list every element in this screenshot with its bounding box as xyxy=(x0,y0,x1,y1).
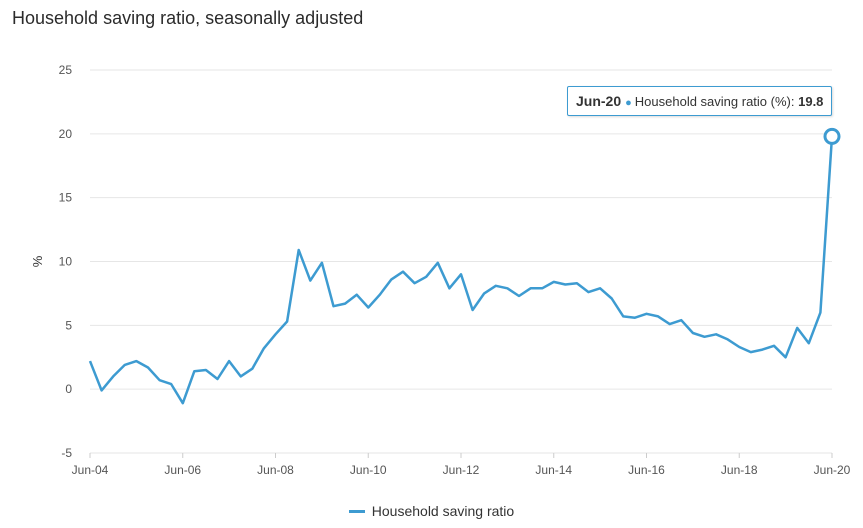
highlighted-point-marker xyxy=(823,127,841,145)
series-group xyxy=(88,127,841,405)
y-tick-label: 10 xyxy=(59,255,73,269)
x-tick-label: Jun-08 xyxy=(257,463,294,477)
y-tick-label: 5 xyxy=(65,318,72,332)
series-line xyxy=(88,136,834,405)
y-tick-label: -5 xyxy=(61,446,72,460)
legend-label: Household saving ratio xyxy=(371,503,515,519)
tooltip-value: 19.8 xyxy=(798,94,824,109)
legend-line-swatch xyxy=(348,509,365,513)
gridlines xyxy=(90,69,832,454)
x-tick-label: Jun-06 xyxy=(164,463,201,477)
x-tick-label: Jun-04 xyxy=(72,463,109,477)
y-tick-label: 25 xyxy=(59,63,73,77)
x-tick-label: Jun-14 xyxy=(535,463,572,477)
y-tick-label: 0 xyxy=(65,382,72,396)
chart-legend[interactable]: Household saving ratio xyxy=(0,503,863,519)
x-tick-label: Jun-12 xyxy=(443,463,480,477)
x-axis-ticks: Jun-04 Jun-06 Jun-08 Jun-10 Jun-12 Jun-14 Jun-… xyxy=(72,453,851,477)
tooltip-date: Jun-20 xyxy=(576,93,622,109)
chart-title: Household saving ratio, seasonally adjus… xyxy=(12,8,364,28)
y-axis-ticks: -5 0 5 10 15 20 25 xyxy=(59,63,73,460)
tooltip-series-dot: ● xyxy=(625,97,632,109)
y-tick-label: 20 xyxy=(59,127,73,141)
y-tick-label: 15 xyxy=(59,191,73,205)
data-tooltip: Jun-20 ● Household saving ratio (%): 19.8 xyxy=(567,86,833,116)
y-axis-title: % xyxy=(30,255,45,267)
x-tick-label: Jun-16 xyxy=(628,463,665,477)
x-tick-label: Jun-10 xyxy=(350,463,387,477)
x-tick-label: Jun-18 xyxy=(721,463,758,477)
x-tick-label: Jun-20 xyxy=(814,463,851,477)
tooltip-series-label: Household saving ratio (%): xyxy=(634,94,795,109)
